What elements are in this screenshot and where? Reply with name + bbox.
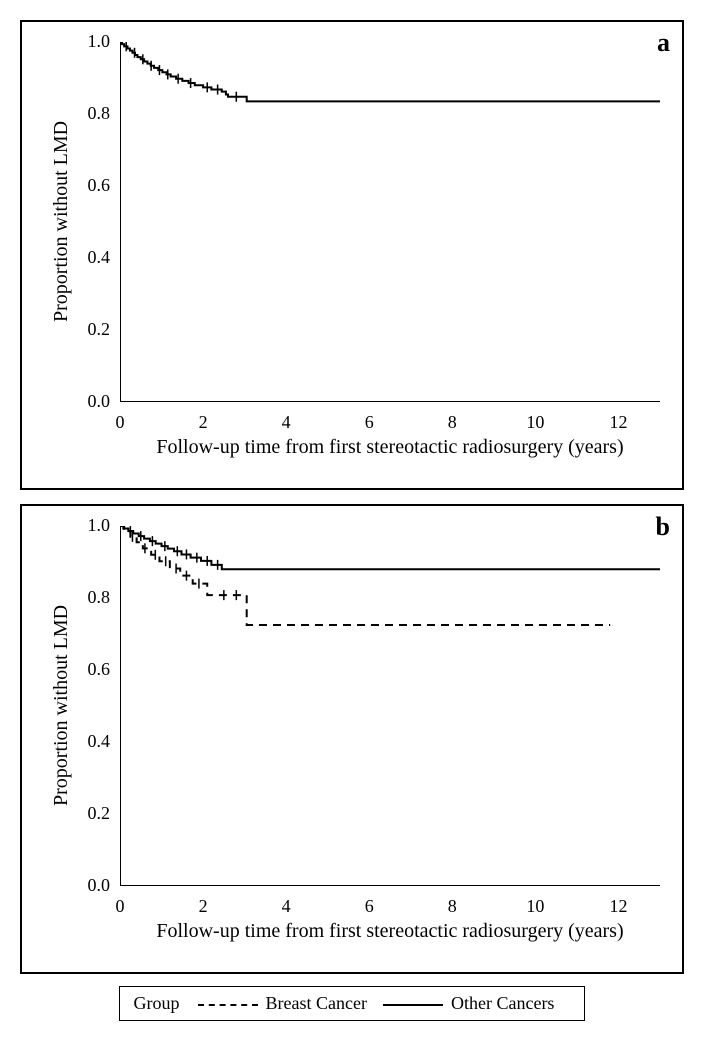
survival-curve xyxy=(120,42,660,101)
legend-title: Group xyxy=(134,993,180,1014)
y-tick-label: 0.8 xyxy=(76,587,110,608)
x-tick-label: 0 xyxy=(105,896,135,917)
y-tick-label: 0.2 xyxy=(76,803,110,824)
y-tick-label: 0.2 xyxy=(76,319,110,340)
panel-a: a 0.00.20.40.60.81.0024681012Proportion … xyxy=(20,20,684,490)
plot-area xyxy=(120,526,660,886)
x-tick-label: 6 xyxy=(354,412,384,433)
x-tick-label: 4 xyxy=(271,412,301,433)
y-tick-label: 0.4 xyxy=(76,247,110,268)
x-axis-label: Follow-up time from first stereotactic r… xyxy=(120,920,660,943)
survival-curve xyxy=(120,526,610,625)
legend-label: Other Cancers xyxy=(451,993,554,1013)
y-tick-label: 0.6 xyxy=(76,659,110,680)
survival-curve xyxy=(120,526,660,569)
legend-label: Breast Cancer xyxy=(266,993,367,1013)
x-tick-label: 8 xyxy=(437,412,467,433)
x-tick-label: 10 xyxy=(520,896,550,917)
x-tick-label: 8 xyxy=(437,896,467,917)
x-tick-label: 12 xyxy=(603,896,633,917)
legend-swatch xyxy=(198,1004,258,1006)
x-tick-label: 12 xyxy=(603,412,633,433)
x-axis-label: Follow-up time from first stereotactic r… xyxy=(120,436,660,459)
y-tick-label: 0.0 xyxy=(76,875,110,896)
y-axis-label: Proportion without LMD xyxy=(50,605,73,806)
x-tick-label: 4 xyxy=(271,896,301,917)
panel-b: b 0.00.20.40.60.81.0024681012Proportion … xyxy=(20,504,684,974)
y-axis-label: Proportion without LMD xyxy=(50,121,73,322)
legend-swatch xyxy=(383,1004,443,1006)
x-tick-label: 0 xyxy=(105,412,135,433)
x-tick-label: 10 xyxy=(520,412,550,433)
y-tick-label: 0.8 xyxy=(76,103,110,124)
y-tick-label: 0.6 xyxy=(76,175,110,196)
y-tick-label: 0.4 xyxy=(76,731,110,752)
x-tick-label: 6 xyxy=(354,896,384,917)
y-tick-label: 1.0 xyxy=(76,31,110,52)
figure: a 0.00.20.40.60.81.0024681012Proportion … xyxy=(20,20,684,1021)
y-tick-label: 1.0 xyxy=(76,515,110,536)
plot-area xyxy=(120,42,660,402)
legend: Group Breast Cancer Other Cancers xyxy=(119,986,586,1021)
x-tick-label: 2 xyxy=(188,412,218,433)
x-tick-label: 2 xyxy=(188,896,218,917)
y-tick-label: 0.0 xyxy=(76,391,110,412)
